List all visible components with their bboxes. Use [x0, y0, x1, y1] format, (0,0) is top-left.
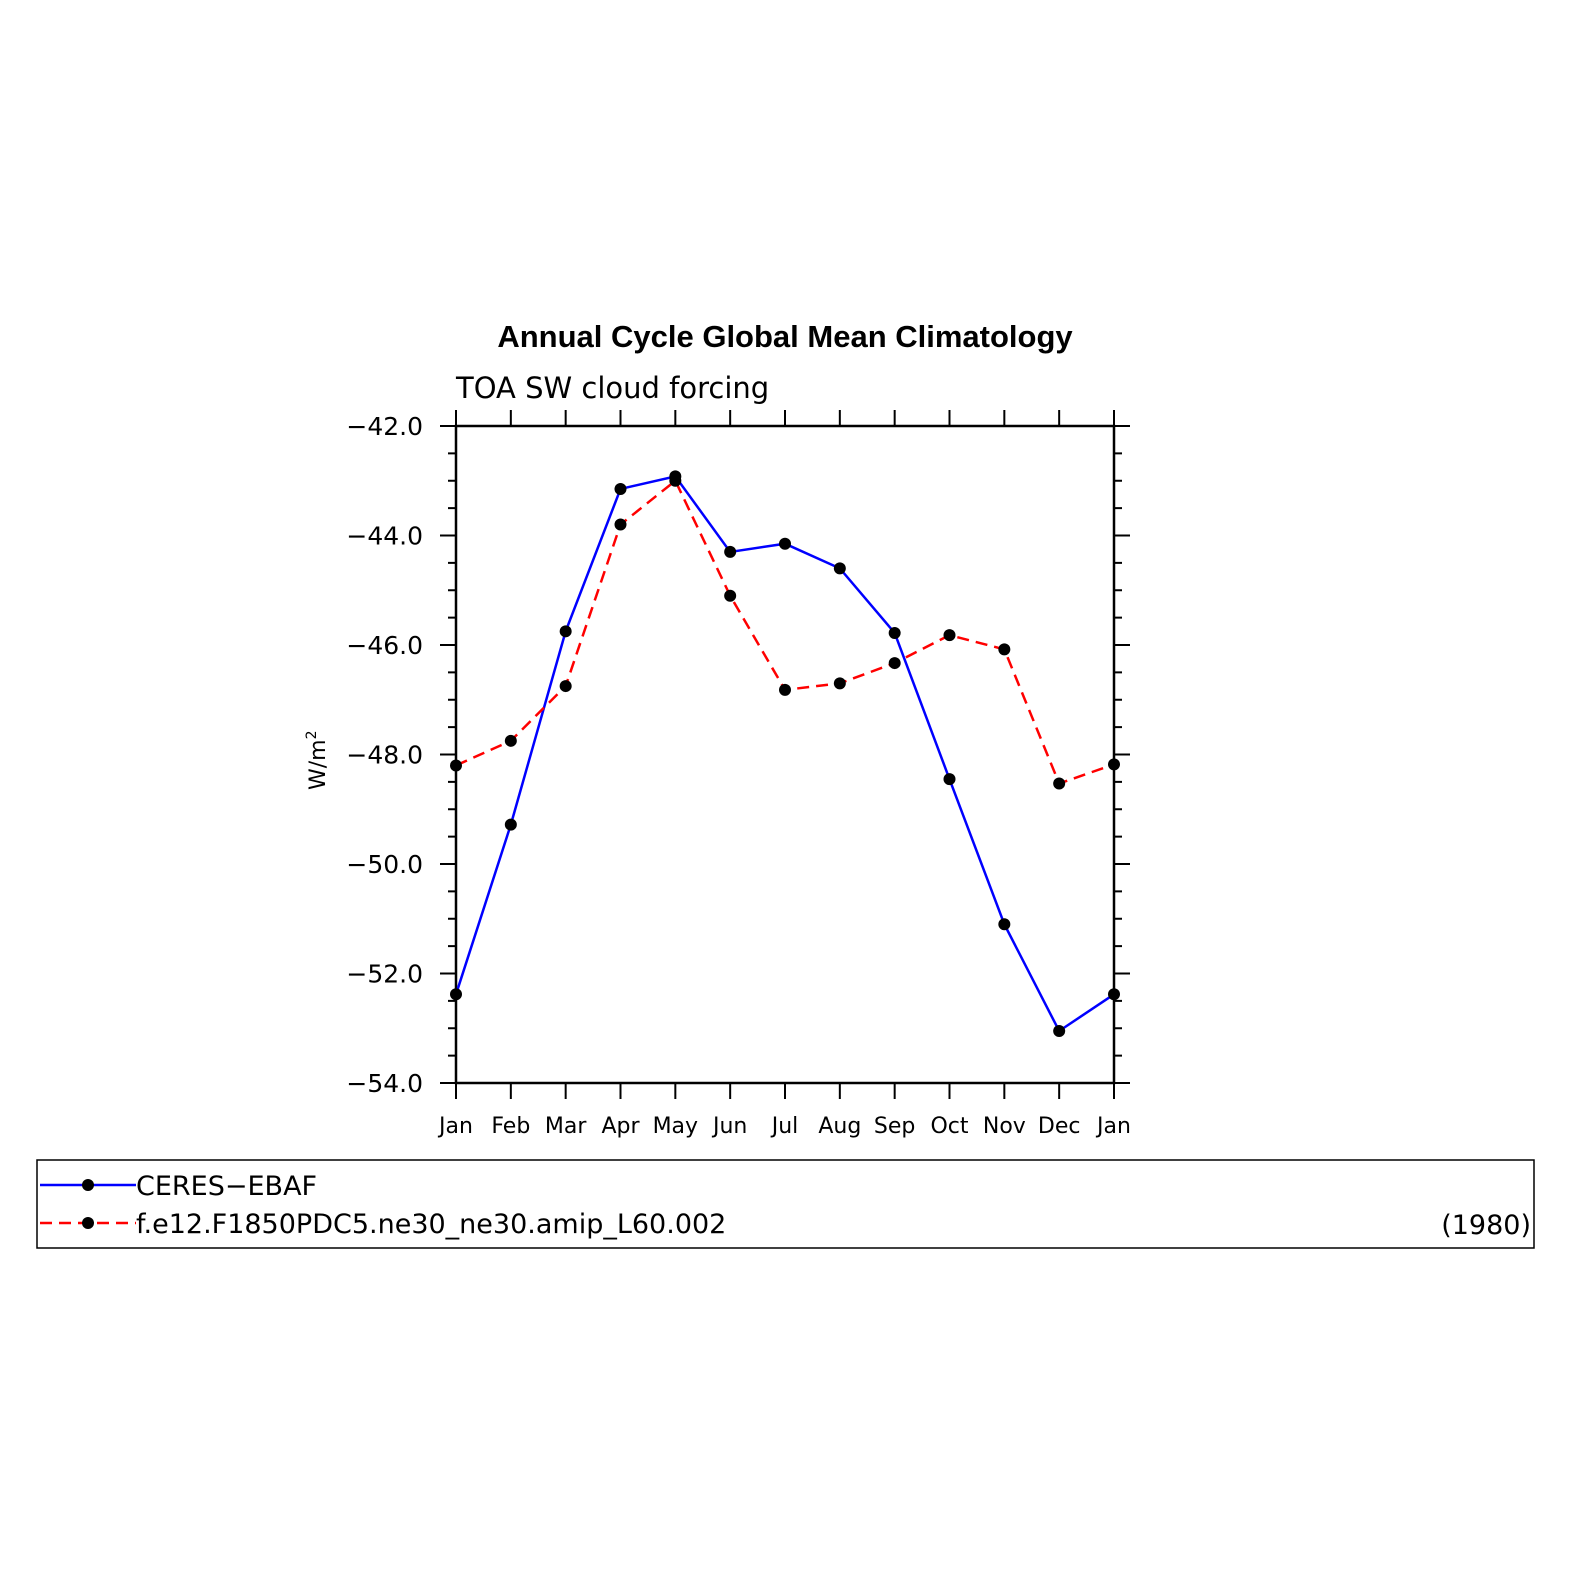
series-line-2	[455, 478, 1115, 786]
series-2-point	[504, 734, 517, 747]
x-tick-label: Jan	[437, 1114, 473, 1139]
legend-label-2: f.e12.F1850PDC5.ne30_ne30.amip_L60.002	[136, 1209, 726, 1240]
series-1-point	[559, 625, 572, 638]
y-axis-label: W/m2	[304, 730, 331, 790]
y-tick-label: −54.0	[346, 1069, 423, 1098]
y-tick-label: −46.0	[346, 631, 423, 660]
x-tick-label: Jul	[770, 1114, 799, 1139]
series-1-point	[943, 773, 956, 786]
y-tick-label: −44.0	[346, 522, 423, 551]
series-layer	[450, 470, 1120, 1037]
x-tick-label: Apr	[601, 1114, 640, 1139]
y-tick-label: −42.0	[346, 412, 423, 441]
legend-box	[36, 1159, 1535, 1249]
series-1-point	[504, 818, 517, 831]
series-1-point	[614, 482, 627, 495]
x-tick-label: Mar	[545, 1114, 587, 1139]
series-1-point	[1053, 1024, 1066, 1037]
x-tick-label: Feb	[491, 1114, 530, 1139]
series-2-point	[450, 759, 462, 772]
series-2-point	[1053, 777, 1066, 790]
legend-note: (1980)	[1441, 1210, 1531, 1241]
series-2-point	[943, 629, 956, 642]
y-tick-label: −50.0	[346, 850, 423, 879]
series-1-point	[888, 626, 901, 639]
series-line-1	[454, 474, 1115, 1033]
legend-entries: CERES−EBAF f.e12.F1850PDC5.ne30_ne30.amip…	[40, 1171, 726, 1240]
series-2-point	[1108, 758, 1120, 771]
x-tick-label: Jun	[711, 1114, 747, 1139]
series-1-point	[833, 562, 846, 575]
series-2-point	[888, 657, 901, 670]
series-2-point	[833, 677, 846, 690]
series-1-point	[1108, 988, 1120, 1001]
series-1-point	[450, 988, 462, 1001]
x-tick-label: May	[653, 1114, 698, 1139]
y-tick-label: −48.0	[346, 741, 423, 770]
y-axis: −54.0 −52.0 −50.0 −48.0 −46.0 −44.0 −42.0	[346, 412, 1130, 1098]
series-2-point	[559, 680, 572, 693]
x-tick-label: Oct	[930, 1114, 968, 1139]
legend-label-1: CERES−EBAF	[136, 1171, 317, 1202]
legend-marker-1	[82, 1179, 94, 1191]
series-1-point	[998, 918, 1011, 931]
y-axis-label-superscript: 2	[304, 730, 320, 739]
series-2-point	[724, 589, 737, 602]
series-2-point	[779, 683, 791, 696]
y-tick-label: −52.0	[346, 960, 423, 989]
x-tick-label: Aug	[818, 1114, 861, 1139]
plot-frame	[454, 424, 1116, 1085]
series-2-point	[669, 474, 682, 487]
x-tick-label: Dec	[1038, 1114, 1081, 1139]
y-axis-label-unit: W/m	[306, 739, 331, 790]
series-2-point	[614, 518, 627, 531]
chart-subtitle: TOA SW cloud forcing	[455, 371, 769, 405]
plot-border	[454, 424, 1116, 1085]
series-1-point	[779, 537, 791, 550]
series-2-point	[998, 643, 1011, 656]
x-axis: Jan Feb Mar Apr May Jun Jul Aug Sep Oct Nov Dec Jan	[437, 410, 1131, 1139]
legend-marker-2	[82, 1217, 94, 1229]
x-tick-label: Jan	[1095, 1114, 1131, 1139]
x-tick-label: Sep	[874, 1114, 915, 1139]
x-tick-label: Nov	[983, 1114, 1026, 1139]
legend: CERES−EBAF f.e12.F1850PDC5.ne30_ne30.amip…	[36, 1159, 1535, 1249]
series-1-point	[724, 545, 737, 558]
chart-title: Annual Cycle Global Mean Climatology	[497, 319, 1073, 354]
